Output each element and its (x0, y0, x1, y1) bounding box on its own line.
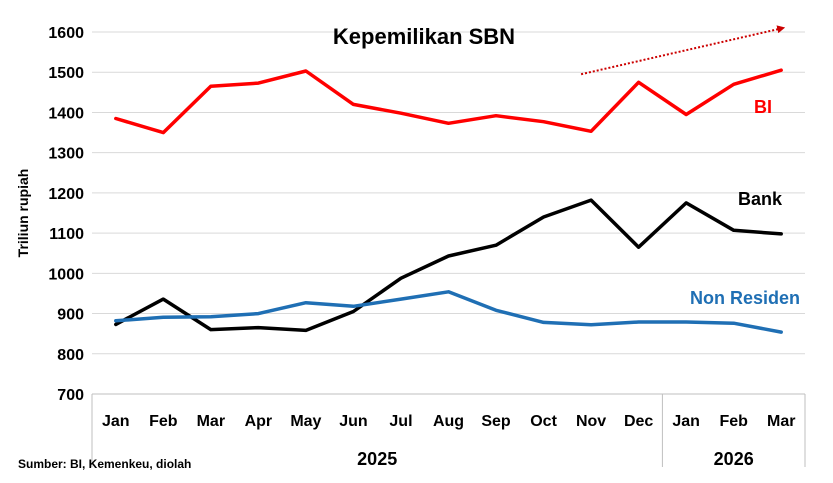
series-label-bank: Bank (738, 189, 783, 209)
y-tick-label: 1300 (48, 146, 84, 163)
axes (91, 393, 806, 467)
x-tick-label: Nov (576, 413, 606, 430)
trend-arrow-line (580, 25, 786, 76)
x-tick-label: May (290, 413, 321, 430)
x-tick-label: Sep (481, 413, 511, 430)
x-tick-label: Mar (767, 413, 795, 430)
year-label: 2025 (357, 449, 397, 469)
x-tick-label: Jan (102, 413, 130, 430)
y-tick-label: 1500 (48, 65, 84, 82)
series-label-non-residen: Non Residen (690, 288, 800, 308)
y-tick-label: 1200 (48, 186, 84, 203)
grid-lines (92, 31, 805, 355)
y-tick-label: 1100 (49, 226, 84, 243)
y-tick-label: 1000 (48, 266, 84, 283)
x-tick-label: Feb (719, 413, 748, 430)
series-lines (114, 68, 783, 334)
y-tick-label: 1600 (48, 25, 84, 42)
y-tick-label: 700 (57, 387, 84, 404)
trend-arrow (580, 25, 786, 76)
x-tick-label: Jul (389, 413, 412, 430)
y-tick-labels: 700 800 900 1000 1100 1200 1300 1400 1500 1600 (48, 25, 84, 404)
x-tick-label: Mar (197, 413, 225, 430)
series-line-bank (114, 198, 783, 333)
x-tick-label: Aug (433, 413, 464, 430)
x-tick-labels: Jan Feb Mar Apr May Jun Jul Aug Sep Oct Nov Dec Jan F… (102, 413, 795, 469)
y-axis-label: Triliun rupiah (15, 169, 31, 258)
series-line-bi (114, 68, 783, 135)
chart-title: Kepemilikan SBN (333, 24, 515, 49)
x-tick-label: Dec (624, 413, 653, 430)
source-note: Sumber: BI, Kemenkeu, diolah (18, 457, 191, 471)
x-tick-label: Oct (530, 413, 557, 430)
x-tick-label: Feb (149, 413, 178, 430)
x-tick-label: Apr (245, 413, 273, 430)
year-label: 2026 (714, 449, 754, 469)
y-tick-label: 900 (57, 307, 84, 324)
y-tick-label: 800 (57, 347, 84, 364)
series-line-non-residen (114, 290, 783, 334)
series-label-bi: BI (754, 97, 772, 117)
y-tick-label: 1400 (48, 105, 84, 122)
x-tick-label: Jan (672, 413, 700, 430)
x-tick-label: Jun (339, 413, 367, 430)
